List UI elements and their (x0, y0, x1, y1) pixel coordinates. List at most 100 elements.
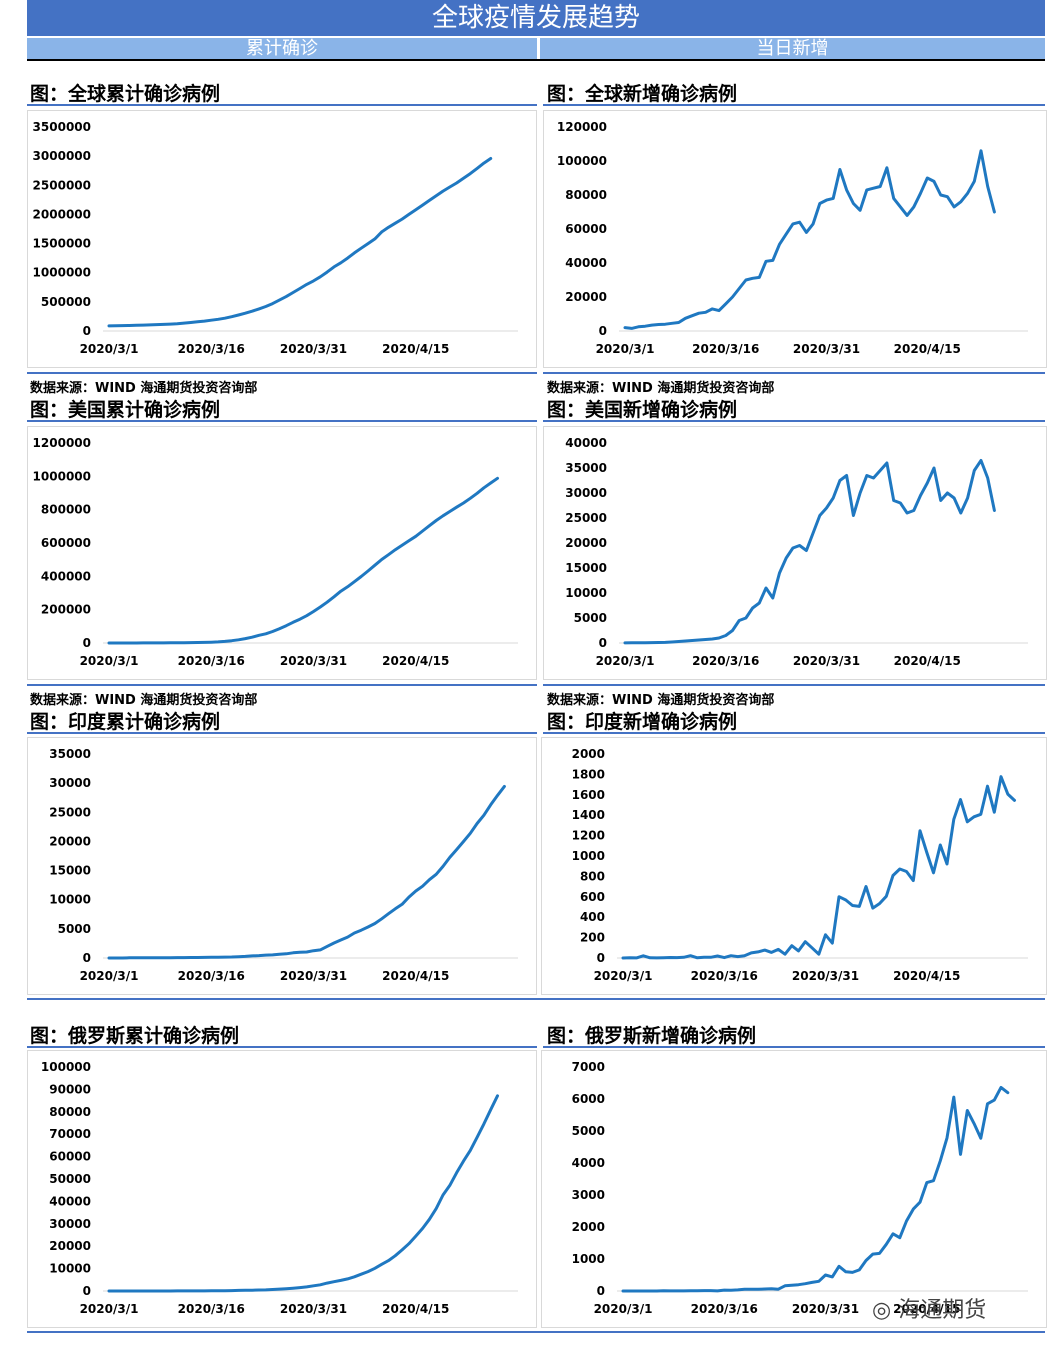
y-tick-label: 800000 (41, 503, 91, 517)
y-tick-label: 2000 (572, 1220, 605, 1234)
x-tick-label: 2020/3/1 (80, 1302, 139, 1316)
divider (27, 372, 537, 374)
y-tick-label: 5000 (58, 922, 91, 936)
y-tick-label: 10000 (565, 586, 607, 600)
india-cumulative-chart: 0 5000 10000 15000 20000 25000 30000 35000 2020/… (27, 737, 537, 995)
us-cumulative-chart: 0 200000 400000 600000 800000 1000000 1200000 2… (27, 426, 537, 680)
us-cum-title: 图：美国累计确诊病例 (30, 399, 221, 421)
y-tick-label: 2000 (572, 747, 605, 761)
header-rule (27, 59, 1045, 61)
y-tick-label: 1000 (572, 849, 605, 863)
y-tick-label: 4000 (572, 1156, 605, 1170)
russia-new-title: 图：俄罗斯新增确诊病例 (547, 1025, 757, 1047)
divider (27, 732, 537, 734)
y-tick-label: 30000 (49, 1217, 91, 1231)
x-tick-label: 2020/3/1 (80, 969, 139, 983)
x-tick-label: 2020/4/15 (894, 342, 961, 356)
x-tick-label: 2020/3/16 (178, 654, 245, 668)
y-tick-label: 1200000 (33, 436, 91, 450)
y-tick-label: 35000 (49, 747, 91, 761)
india-cum-title: 图：印度累计确诊病例 (30, 711, 221, 733)
left-subheader: 累计确诊 (27, 38, 537, 59)
y-tick-label: 60000 (49, 1150, 91, 1164)
y-tick-label: 400 (580, 910, 605, 924)
x-tick-label: 2020/3/16 (178, 342, 245, 356)
divider (543, 420, 1045, 422)
y-tick-label: 3000000 (33, 149, 91, 163)
chart-svg: 0 200 400 600 800 1000 1200 1400 1600 1800 2000 202… (572, 747, 1028, 983)
y-tick-label: 20000 (565, 290, 607, 304)
y-tick-label: 25000 (49, 805, 91, 819)
global-new-title: 图：全球新增确诊病例 (547, 83, 738, 105)
y-tick-label: 20000 (49, 834, 91, 848)
divider (27, 1046, 537, 1048)
data-source-text: 数据来源：WIND 海通期货投资咨询部 (30, 693, 258, 708)
chart-svg: 0 20000 40000 60000 80000 100000 120000 2020/3/… (557, 120, 1028, 356)
us-new-title: 图：美国新增确诊病例 (547, 399, 738, 421)
x-tick-label: 2020/3/16 (178, 1302, 245, 1316)
y-tick-label: 20000 (565, 536, 607, 550)
page-title: 全球疫情发展趋势 (27, 0, 1045, 36)
y-tick-label: 6000 (572, 1092, 605, 1106)
y-tick-label: 1000000 (33, 469, 91, 483)
y-tick-label: 200 (580, 931, 605, 945)
x-tick-label: 2020/3/1 (594, 969, 653, 983)
divider (543, 684, 1045, 686)
divider (27, 998, 1045, 1000)
y-tick-label: 3500000 (33, 120, 91, 134)
y-tick-label: 120000 (557, 120, 607, 134)
y-tick-label: 400000 (41, 569, 91, 583)
y-tick-label: 5000 (572, 1124, 605, 1138)
y-tick-label: 100000 (557, 154, 607, 168)
x-tick-label: 2020/3/1 (594, 1302, 653, 1316)
series-line (107, 476, 499, 645)
y-tick-label: 1000000 (33, 266, 91, 280)
series-line (107, 784, 506, 960)
x-tick-label: 2020/4/15 (382, 969, 449, 983)
x-tick-label: 2020/3/31 (280, 1302, 347, 1316)
y-tick-label: 10000 (49, 893, 91, 907)
divider (27, 684, 537, 686)
x-tick-label: 2020/3/16 (692, 342, 759, 356)
x-tick-label: 2020/4/15 (893, 969, 960, 983)
series-line (623, 149, 996, 330)
y-tick-label: 90000 (49, 1082, 91, 1096)
divider (543, 104, 1045, 106)
x-tick-label: 2020/3/31 (792, 969, 859, 983)
y-tick-label: 1800 (572, 767, 605, 781)
y-tick-label: 100000 (41, 1060, 91, 1074)
x-tick-label: 2020/3/31 (793, 654, 860, 668)
y-tick-label: 40000 (49, 1194, 91, 1208)
data-source-text: 数据来源：WIND 海通期货投资咨询部 (30, 381, 258, 396)
x-tick-label: 2020/3/31 (280, 969, 347, 983)
x-tick-label: 2020/4/15 (382, 1302, 449, 1316)
y-tick-label: 7000 (572, 1060, 605, 1074)
x-tick-label: 2020/3/31 (280, 654, 347, 668)
y-tick-label: 50000 (49, 1172, 91, 1186)
series-line (621, 1085, 1010, 1293)
watermark-logo: ◎ 海通期货 (872, 1292, 986, 1324)
x-tick-label: 2020/3/16 (691, 1302, 758, 1316)
y-tick-label: 500000 (41, 295, 91, 309)
x-tick-label: 2020/3/16 (178, 969, 245, 983)
y-tick-label: 200000 (41, 603, 91, 617)
divider (543, 1046, 1045, 1048)
russia-cumulative-chart: 0 10000 20000 30000 40000 50000 60000 70000 8000… (27, 1050, 537, 1328)
y-tick-label: 0 (599, 324, 607, 338)
data-source-text: 数据来源：WIND 海通期货投资咨询部 (547, 381, 775, 396)
y-tick-label: 600 (580, 890, 605, 904)
y-tick-label: 40000 (565, 436, 607, 450)
y-tick-label: 15000 (565, 561, 607, 575)
chart-svg: 0 200000 400000 600000 800000 1000000 1200000 2… (33, 436, 518, 668)
y-tick-label: 40000 (565, 256, 607, 270)
x-tick-label: 2020/4/15 (893, 1302, 960, 1316)
y-tick-label: 80000 (49, 1105, 91, 1119)
x-tick-label: 2020/3/31 (793, 342, 860, 356)
x-tick-label: 2020/3/31 (792, 1302, 859, 1316)
x-tick-label: 2020/3/16 (691, 969, 758, 983)
y-tick-label: 0 (599, 636, 607, 650)
y-tick-label: 1600 (572, 788, 605, 802)
wechat-icon: ◎ (872, 1298, 892, 1323)
divider (27, 1331, 1045, 1333)
x-tick-label: 2020/3/1 (80, 342, 139, 356)
